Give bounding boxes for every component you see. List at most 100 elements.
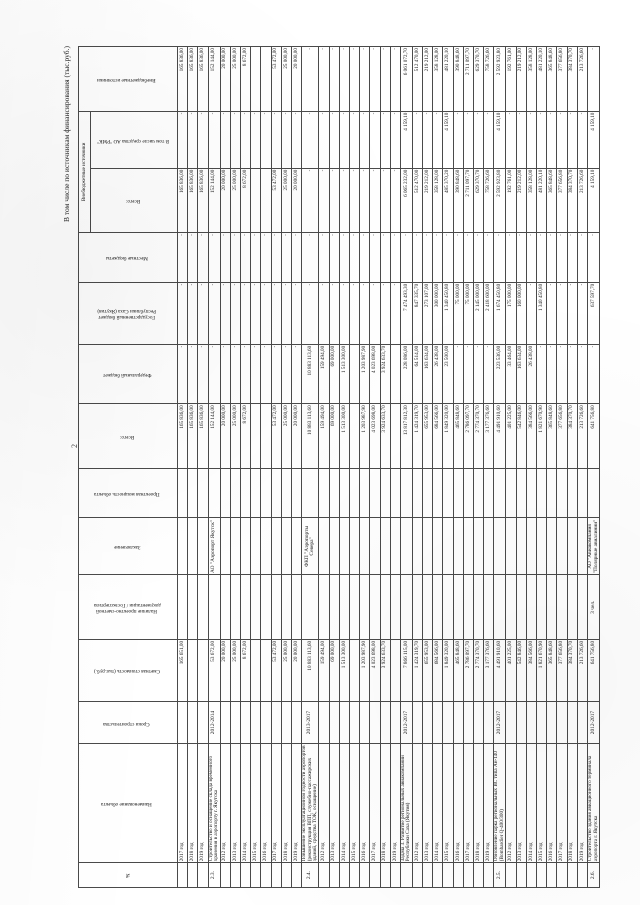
row-capacity (473, 468, 484, 518)
row-municipal: - (412, 232, 423, 283)
row-total: 384 370,70 (567, 403, 578, 469)
row-extra-other: - (390, 46, 401, 112)
row-project (536, 574, 547, 640)
row-term (339, 701, 350, 744)
row-extra-other: 20 000,00 (291, 46, 302, 112)
row-municipal: - (422, 232, 433, 283)
row-no (556, 862, 568, 888)
row-name: 2019 год (197, 743, 209, 863)
row-conclusion: АО "Авиакомпания "Полярные авиалинии" (587, 517, 600, 575)
row-federal: - (463, 344, 474, 404)
row-cost: 465 848,60 (453, 639, 464, 702)
row-no (250, 862, 261, 888)
row-extra-other: 25 000,00 (281, 46, 292, 112)
row-no (281, 862, 292, 888)
col-header-municipal: Местные бюджеты (78, 232, 178, 283)
row-republic: - (260, 282, 271, 345)
row-total: 655 953,00 (422, 403, 433, 469)
row-capacity (453, 468, 464, 518)
row-extra-total: 358 128,00 (526, 168, 537, 233)
row-cost (390, 639, 401, 702)
row-project (505, 574, 517, 640)
row-capacity (208, 468, 221, 518)
row-federal: - (483, 344, 494, 404)
table-row: 2017 год 377 656,80 377 656,80- - -377 656,8… (556, 46, 568, 888)
row-republic: - (271, 282, 282, 345)
row-name: 2018 год (187, 743, 198, 863)
row-federal: - (567, 344, 578, 404)
row-name: 2017 год (556, 743, 568, 863)
row-extra-other: 390 848,60 (453, 46, 464, 112)
row-cost: 1 849 320,00 (442, 639, 454, 702)
row-federal: - (453, 344, 464, 404)
row-total: 4 491 910,60 (493, 403, 506, 469)
row-extra-total: - (339, 168, 350, 233)
row-name: 2012 год (505, 743, 517, 863)
row-cost: 542 846,00 (516, 639, 527, 702)
col-header-no: № (78, 862, 178, 888)
row-no: 2.4. (301, 862, 319, 888)
row-extra-rmk: - (483, 111, 494, 169)
row-municipal: - (473, 232, 484, 283)
row-cost: 8 672,00 (240, 639, 251, 702)
row-republic: - (318, 282, 330, 345)
table-row: 2015 год - - - - - (349, 46, 360, 888)
row-extra-total: 390 848,60 (453, 168, 464, 233)
row-conclusion (412, 517, 423, 575)
row-name: 2018 год (473, 743, 484, 863)
row-project (339, 574, 350, 640)
row-total: 152 144,00 (208, 403, 221, 469)
row-name: 2016 год (453, 743, 464, 863)
row-total: 20 000,00 (291, 403, 302, 469)
row-total: 2 774 370,70 (473, 403, 484, 469)
table-row: 2015 год 1 821 670,90 1 821 670,90-1 340 4… (536, 46, 547, 888)
row-capacity (197, 468, 209, 518)
table-row: 2.5. Обновление парка региональных ВС тип… (493, 46, 506, 888)
row-project (422, 574, 433, 640)
row-extra-other: 152 144,00 (208, 46, 221, 112)
row-capacity (291, 468, 302, 518)
row-name: 2018 год (281, 743, 292, 863)
col-header-project: Наличие проектно-сметной документации / … (78, 574, 178, 640)
row-extra-total: 6 065 232,00 (400, 168, 413, 233)
row-project (400, 574, 413, 640)
row-extra-total: - (359, 168, 370, 233)
table-row: 2018 год 3 924 633,70 3 924 633,70 3 924 63… (380, 46, 391, 888)
row-municipal: - (577, 232, 588, 283)
row-cost: 20 000,00 (220, 639, 231, 702)
row-conclusion (369, 517, 381, 575)
row-extra-total: 358 128,00 (432, 168, 443, 233)
row-total: 8 672,00 (240, 403, 251, 469)
row-term (483, 701, 494, 744)
row-extra-total: 365 848,60 (546, 168, 557, 233)
row-federal: - (556, 344, 568, 404)
row-federal: 3 924 633,70 (380, 344, 391, 404)
col-header-capacity: Проектная мощность объекта (78, 468, 178, 518)
table-row: 2014 год 8 672,00 8 672,00- - -8 672,00-8 67… (240, 46, 251, 888)
row-federal: - (587, 344, 600, 404)
row-federal: 69 000,00 (329, 344, 340, 404)
row-project (556, 574, 568, 640)
row-republic: 637 597,70 (587, 282, 600, 345)
row-capacity (412, 468, 423, 518)
row-federal: - (177, 344, 188, 404)
row-no (260, 862, 271, 888)
row-extra-other: - (339, 46, 350, 112)
col-header-total: Всего: (78, 403, 178, 469)
row-extra-total: 758 726,60 (483, 168, 494, 233)
row-conclusion (577, 517, 588, 575)
row-republic: - (291, 282, 302, 345)
row-cost (250, 639, 261, 702)
row-cost: 1 424 319,70 (412, 639, 423, 702)
row-conclusion (442, 517, 454, 575)
row-extra-rmk: - (349, 111, 360, 169)
row-no (526, 862, 537, 888)
row-federal: 223 536,00 (493, 344, 506, 404)
row-capacity (369, 468, 381, 518)
row-extra-rmk: - (187, 111, 198, 169)
row-capacity (536, 468, 547, 518)
table-row: 2016 год 365 848,60 365 848,60- - -365 848,6… (546, 46, 557, 888)
row-municipal: - (380, 232, 391, 283)
row-extra-rmk: - (250, 111, 261, 169)
row-term (369, 701, 381, 744)
